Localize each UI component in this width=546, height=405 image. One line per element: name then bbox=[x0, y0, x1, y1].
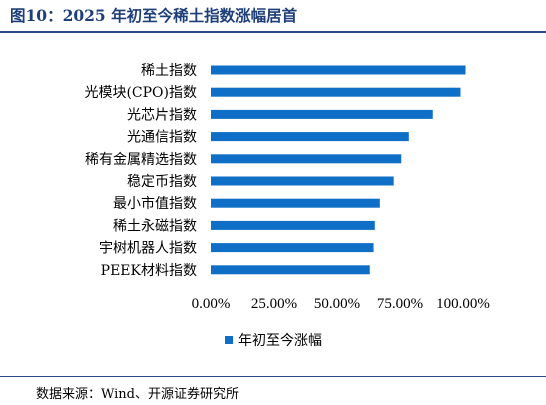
source-divider bbox=[0, 376, 546, 377]
bar bbox=[211, 154, 402, 164]
category-label: 宇树机器人指数 bbox=[99, 241, 197, 257]
x-tick-label: 25.00% bbox=[251, 296, 297, 312]
bar bbox=[211, 220, 375, 230]
category-label: PEEK材料指数 bbox=[101, 263, 197, 279]
source-note: 数据来源：Wind、开源证券研究所 bbox=[36, 387, 239, 402]
category-label: 光模块(CPO)指数 bbox=[84, 85, 197, 101]
category-label: 光芯片指数 bbox=[127, 107, 197, 123]
category-label: 稀土永磁指数 bbox=[113, 218, 197, 234]
bar-chart: 稀土指数光模块(CPO)指数光芯片指数光通信指数稀有金属精选指数稳定币指数最小市… bbox=[84, 63, 490, 349]
legend-swatch bbox=[225, 336, 233, 344]
figure-title: 图10：2025 年初至今稀土指数涨幅居首 bbox=[10, 6, 298, 25]
bar bbox=[211, 132, 409, 142]
category-label: 稀土指数 bbox=[141, 63, 197, 79]
x-tick-label: 100.00% bbox=[436, 296, 490, 312]
bar bbox=[211, 265, 370, 275]
category-label: 稳定币指数 bbox=[127, 174, 197, 190]
bar bbox=[211, 198, 380, 208]
bar bbox=[211, 243, 374, 253]
bar bbox=[211, 109, 433, 119]
bar bbox=[211, 65, 466, 75]
legend-label: 年初至今涨幅 bbox=[238, 332, 322, 349]
bar bbox=[211, 87, 461, 97]
x-tick-label: 50.00% bbox=[314, 296, 360, 312]
x-tick-label: 75.00% bbox=[377, 296, 423, 312]
title-divider bbox=[0, 31, 546, 33]
bar bbox=[211, 176, 394, 186]
category-label: 光通信指数 bbox=[127, 130, 197, 146]
category-label: 稀有金属精选指数 bbox=[85, 152, 197, 168]
category-label: 最小市值指数 bbox=[113, 195, 197, 212]
x-tick-label: 0.00% bbox=[192, 296, 231, 312]
